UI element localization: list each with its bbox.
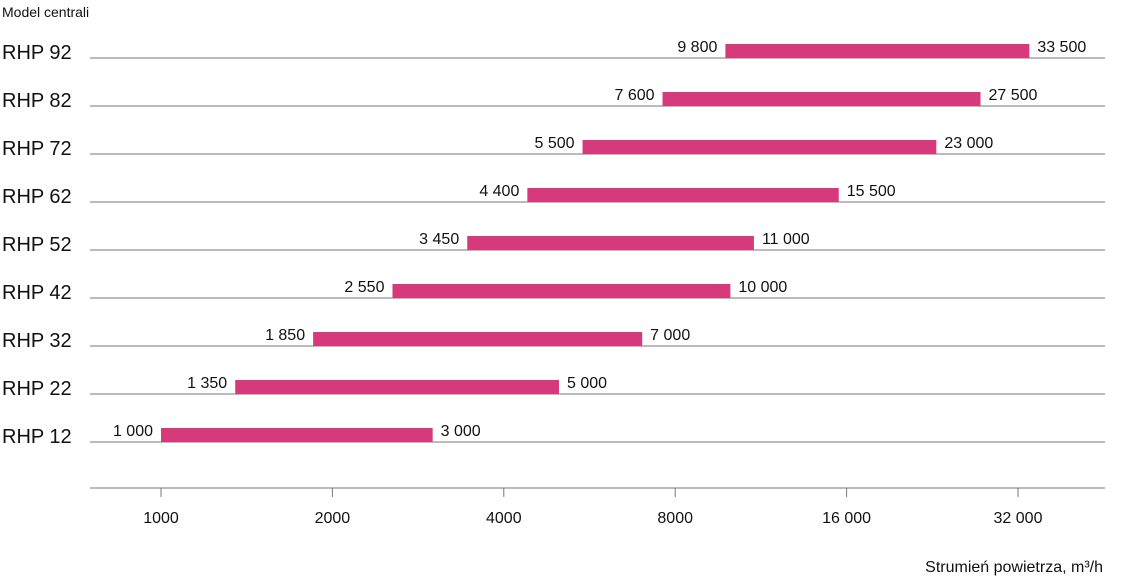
row-rhp-72: RHP 72 5 500 23 000	[2, 135, 1105, 160]
x-ticks-group: 1000 2000 4000 8000 16 000 32 000	[143, 488, 1043, 527]
min-value-label: 9 800	[677, 39, 717, 56]
range-bar	[725, 44, 1030, 58]
row-rhp-82: RHP 82 7 600 27 500	[2, 87, 1105, 112]
x-tick-label: 2000	[315, 510, 351, 527]
row-rhp-22: RHP 22 1 350 5 000	[2, 375, 1105, 400]
model-label: RHP 22	[2, 378, 72, 400]
model-label: RHP 52	[2, 234, 72, 256]
range-bar	[161, 428, 433, 442]
range-bar	[527, 188, 839, 202]
model-label: RHP 12	[2, 426, 72, 448]
max-value-label: 23 000	[944, 135, 993, 152]
min-value-label: 3 450	[419, 231, 459, 248]
model-label: RHP 42	[2, 282, 72, 304]
max-value-label: 11 000	[762, 231, 810, 248]
x-tick-label: 32 000	[994, 510, 1043, 527]
max-value-label: 27 500	[989, 87, 1038, 104]
max-value-label: 10 000	[738, 279, 787, 296]
range-bar	[662, 92, 981, 106]
min-value-label: 4 400	[479, 183, 519, 200]
max-value-label: 3 000	[441, 423, 481, 440]
row-rhp-12: RHP 12 1 000 3 000	[2, 423, 1105, 448]
max-value-label: 5 000	[567, 375, 607, 392]
row-rhp-92: RHP 92 9 800 33 500	[2, 39, 1105, 64]
x-tick-label: 16 000	[822, 510, 871, 527]
range-bar	[313, 332, 643, 346]
row-rhp-52: RHP 52 3 450 11 000	[2, 231, 1105, 256]
min-value-label: 2 550	[344, 279, 384, 296]
range-bar	[582, 140, 937, 154]
range-bar	[467, 236, 754, 250]
x-tick-label: 4000	[486, 510, 522, 527]
x-tick-label: 8000	[657, 510, 693, 527]
model-label: RHP 82	[2, 90, 72, 112]
x-tick-label: 1000	[143, 510, 179, 527]
x-axis-title: Strumień powietrza, m³/h	[925, 559, 1103, 576]
model-label: RHP 72	[2, 138, 72, 160]
min-value-label: 1 000	[113, 423, 153, 440]
max-value-label: 7 000	[650, 327, 690, 344]
model-label: RHP 62	[2, 186, 72, 208]
range-bar	[392, 284, 731, 298]
min-value-label: 1 850	[265, 327, 305, 344]
model-label: RHP 92	[2, 42, 72, 64]
row-rhp-32: RHP 32 1 850 7 000	[2, 327, 1105, 352]
max-value-label: 33 500	[1037, 39, 1086, 56]
range-bar	[235, 380, 559, 394]
y-axis-title: Model centrali	[2, 4, 89, 20]
rows-group: RHP 92 9 800 33 500 RHP 82 7 600 27 500 RHP 72…	[2, 39, 1105, 448]
max-value-label: 15 500	[847, 183, 896, 200]
row-rhp-62: RHP 62 4 400 15 500	[2, 183, 1105, 208]
min-value-label: 1 350	[187, 375, 227, 392]
row-rhp-42: RHP 42 2 550 10 000	[2, 279, 1105, 304]
min-value-label: 7 600	[614, 87, 654, 104]
min-value-label: 5 500	[534, 135, 574, 152]
model-label: RHP 32	[2, 330, 72, 352]
